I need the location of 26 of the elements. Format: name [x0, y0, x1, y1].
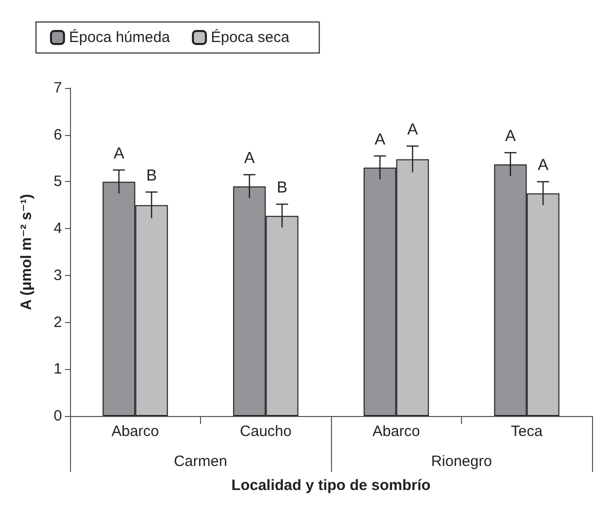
data-label: A: [114, 146, 125, 162]
data-label: A: [407, 122, 418, 139]
y-tick-label: 2: [54, 314, 62, 331]
text: Carmen: [174, 453, 228, 470]
legend-label: Época húmeda: [69, 28, 171, 46]
data-label: A: [244, 150, 256, 168]
data-label: A: [538, 157, 549, 174]
data-label: A: [374, 131, 386, 148]
x-tick-label: Teca: [510, 423, 544, 440]
y-tick-label: 0: [54, 408, 62, 424]
data-label: B: [276, 180, 288, 197]
y-tick-label: 1: [54, 360, 62, 378]
x-axis-title: Localidad y tipo de sombrío: [231, 477, 431, 494]
x-tick-label: Abarco: [372, 423, 420, 440]
data-label: A: [505, 128, 516, 146]
y-axis-title: A (μmol m⁻² s⁻¹): [18, 194, 35, 310]
x-tick-label: Abarco: [111, 423, 160, 440]
y-tick-label: 5: [54, 173, 62, 190]
legend-label: Época seca: [210, 28, 290, 46]
text: Rionegro: [431, 453, 492, 470]
y-tick-label: 6: [54, 126, 62, 144]
x-tick-label: Caucho: [240, 423, 292, 440]
y-tick-label: 4: [54, 220, 62, 238]
y-tick-label: 3: [54, 266, 62, 284]
data-label: B: [146, 168, 157, 185]
y-tick-label: 7: [54, 80, 62, 96]
